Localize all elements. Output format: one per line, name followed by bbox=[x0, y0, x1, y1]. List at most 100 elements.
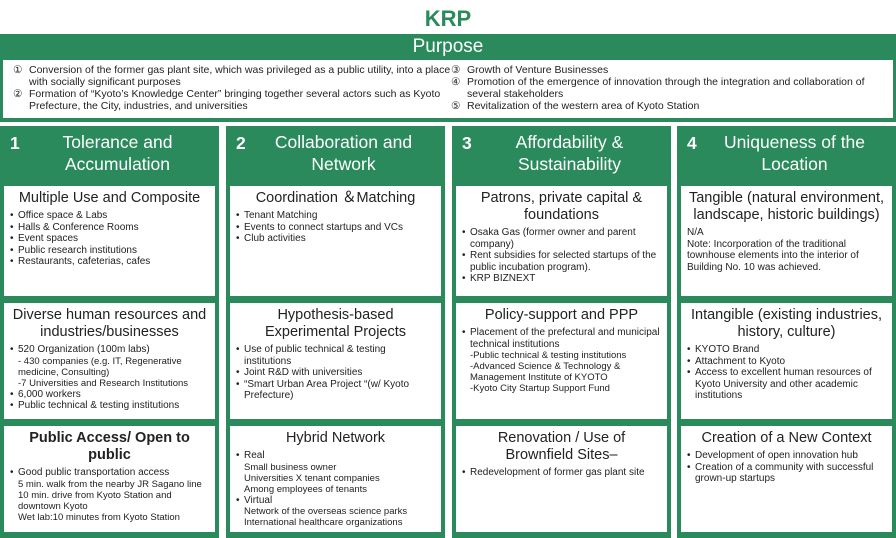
pillar-header: 3 Affordability & Sustainability bbox=[452, 126, 671, 184]
pillar-box: Policy-support and PPP Placement of the p… bbox=[456, 303, 667, 419]
box-title: Policy-support and PPP bbox=[484, 307, 639, 323]
box-subitem: 5 min. walk from the nearby JR Sagano li… bbox=[18, 478, 202, 490]
box-subitem: Among employees of tenants bbox=[244, 483, 368, 495]
box-item: Rent subsidies for selected startups of … bbox=[462, 250, 661, 273]
box-item: Real bbox=[236, 450, 435, 462]
box-item: Osaka Gas (former owner and parent compa… bbox=[462, 227, 661, 250]
purpose-marker: ① bbox=[13, 64, 23, 76]
box-subitem: International healthcare organizations bbox=[244, 517, 403, 528]
pillar-box: Diverse human resources and industries/b… bbox=[4, 303, 215, 419]
pillar-header: 1 Tolerance and Accumulation bbox=[0, 126, 219, 184]
pillar-heading: Collaboration and Network bbox=[274, 132, 413, 174]
box-title: Creation of a New Context bbox=[701, 430, 872, 446]
box-item: Public technical & testing institutions bbox=[10, 400, 209, 412]
purpose-column: ③ Growth of Venture Businesses ④ Promotion … bbox=[451, 64, 881, 112]
box-item: Joint R&D with universities bbox=[236, 367, 435, 379]
pillar-box: Creation of a New Context Development of … bbox=[681, 426, 892, 532]
box-subitem: Network of the overseas science parks bbox=[244, 506, 408, 517]
pillar-column: 4 Uniqueness of the Location Tangible (nat… bbox=[677, 126, 896, 538]
box-note: N/A bbox=[687, 227, 704, 238]
title: KRP bbox=[424, 6, 472, 31]
box-subitem: Universities X tenant companies bbox=[244, 472, 380, 484]
box-title: Hybrid Network bbox=[285, 430, 386, 446]
box-title: Patrons, private capital & foundations bbox=[480, 190, 643, 223]
box-item: KRP BIZNEXT bbox=[462, 273, 661, 285]
box-item: Virtual bbox=[236, 495, 435, 507]
pillar-header: 4 Uniqueness of the Location bbox=[677, 126, 896, 184]
box-title: Tangible (natural environment, landscape… bbox=[688, 190, 885, 223]
box-title: Public Access/ Open to public bbox=[29, 430, 190, 463]
purpose-marker: ③ bbox=[451, 64, 461, 76]
pillar-number: 4 bbox=[687, 133, 697, 153]
box-item: 520 Organization (100m labs) bbox=[10, 344, 209, 356]
box-title: Multiple Use and Composite bbox=[18, 190, 201, 206]
box-item: Public research institutions bbox=[10, 245, 209, 257]
purpose-text: Growth of Venture Businesses bbox=[467, 64, 609, 76]
box-subitem: -Public technical & testing institutions bbox=[470, 350, 627, 361]
purpose-text: Conversion of the former gas plant site,… bbox=[29, 64, 451, 88]
pillar-box: Public Access/ Open to public Good public… bbox=[4, 426, 215, 532]
purpose-heading: Purpose bbox=[412, 36, 484, 57]
box-item: Event spaces bbox=[10, 233, 209, 245]
box-subitem: Wet lab:10 minutes from Kyoto Station bbox=[18, 511, 180, 523]
box-item: Office space & Labs bbox=[10, 210, 209, 222]
purpose-item: ① Conversion of the former gas plant site… bbox=[13, 64, 453, 88]
box-item: Halls & Conference Rooms bbox=[10, 222, 209, 234]
box-item: 6,000 workers bbox=[10, 389, 209, 401]
box-item: “Smart Urban Area Project “(w/ Kyoto Pre… bbox=[236, 379, 435, 402]
box-item: Creation of a community with successful … bbox=[687, 462, 886, 485]
purpose-column: ① Conversion of the former gas plant site… bbox=[13, 64, 453, 112]
purpose-text: Revitalization of the western area of Ky… bbox=[467, 100, 700, 112]
box-title: Hypothesis-based Experimental Projects bbox=[264, 307, 407, 340]
purpose-item: ③ Growth of Venture Businesses bbox=[451, 64, 881, 76]
pillar-column: 3 Affordability & Sustainability Patrons, … bbox=[452, 126, 671, 538]
pillar-box: Hypothesis-based Experimental Projects Us… bbox=[230, 303, 441, 419]
box-subitem: -Advanced Science & Technology & Managem… bbox=[470, 361, 621, 383]
box-subitem: -Kyoto City Startup Support Fund bbox=[470, 383, 610, 394]
pillar-heading: Uniqueness of the Location bbox=[723, 132, 866, 174]
box-title: Intangible (existing industries, history… bbox=[690, 307, 883, 340]
box-title: Coordination ＆Matching bbox=[255, 190, 416, 206]
pillar-box: Intangible (existing industries, history… bbox=[681, 303, 892, 419]
purpose-item: ② Formation of “Kyoto’s Knowledge Center”… bbox=[13, 88, 453, 112]
pillar-header: 2 Collaboration and Network bbox=[226, 126, 445, 184]
box-item: Club activities bbox=[236, 233, 435, 245]
purpose-item: ④ Promotion of the emergence of innovatio… bbox=[451, 76, 881, 100]
box-subitem: 10 min. drive from Kyoto Station and dow… bbox=[18, 489, 172, 512]
box-note: Note: Incorporation of the traditional t… bbox=[687, 238, 859, 273]
box-subitem: -7 Universities and Research Institution… bbox=[18, 377, 189, 389]
box-subitem: - 430 companies (e.g. IT, Regenerative m… bbox=[18, 355, 182, 378]
pillar-box: Tangible (natural environment, landscape… bbox=[681, 186, 892, 296]
pillar-heading: Tolerance and Accumulation bbox=[62, 132, 173, 174]
box-title: Diverse human resources and industries/b… bbox=[12, 307, 207, 340]
box-item: Good public transportation access bbox=[10, 467, 209, 479]
box-title: Renovation / Use of Brownfield Sites– bbox=[497, 430, 626, 463]
box-item: KYOTO Brand bbox=[687, 344, 886, 356]
purpose-band: Purpose ① Conversion of the former gas pla… bbox=[0, 34, 896, 122]
purpose-marker: ② bbox=[13, 88, 23, 100]
box-item: Tenant Matching bbox=[236, 210, 435, 222]
pillar-box: Renovation / Use of Brownfield Sites– Red… bbox=[456, 426, 667, 532]
purpose-text: Promotion of the emergence of innovation… bbox=[467, 76, 865, 100]
pillar-box: Coordination ＆Matching Tenant MatchingEve… bbox=[230, 186, 441, 296]
box-item: Attachment to Kyoto bbox=[687, 356, 886, 368]
box-item: Redevelopment of former gas plant site bbox=[462, 467, 661, 479]
pillar-number: 3 bbox=[462, 133, 472, 153]
box-item: Access to excellent human resources of K… bbox=[687, 367, 886, 402]
box-subitem: Small business owner bbox=[244, 461, 337, 473]
box-item: Placement of the prefectural and municip… bbox=[462, 327, 661, 350]
pillar-column: 1 Tolerance and Accumulation Multiple Use … bbox=[0, 126, 219, 538]
pillar-heading: Affordability & Sustainability bbox=[515, 132, 624, 174]
box-item: Use of public technical & testing instit… bbox=[236, 344, 435, 367]
box-item: Events to connect startups and VCs bbox=[236, 222, 435, 234]
pillar-number: 2 bbox=[236, 133, 246, 153]
purpose-marker: ④ bbox=[451, 76, 461, 88]
box-item: Development of open innovation hub bbox=[687, 450, 886, 462]
purpose-text: Formation of “Kyoto’s Knowledge Center” … bbox=[29, 88, 441, 112]
purpose-marker: ⑤ bbox=[451, 100, 461, 112]
purpose-box: ① Conversion of the former gas plant site… bbox=[3, 60, 893, 118]
purpose-item: ⑤ Revitalization of the western area of K… bbox=[451, 100, 881, 112]
pillar-box: Patrons, private capital & foundations Os… bbox=[456, 186, 667, 296]
